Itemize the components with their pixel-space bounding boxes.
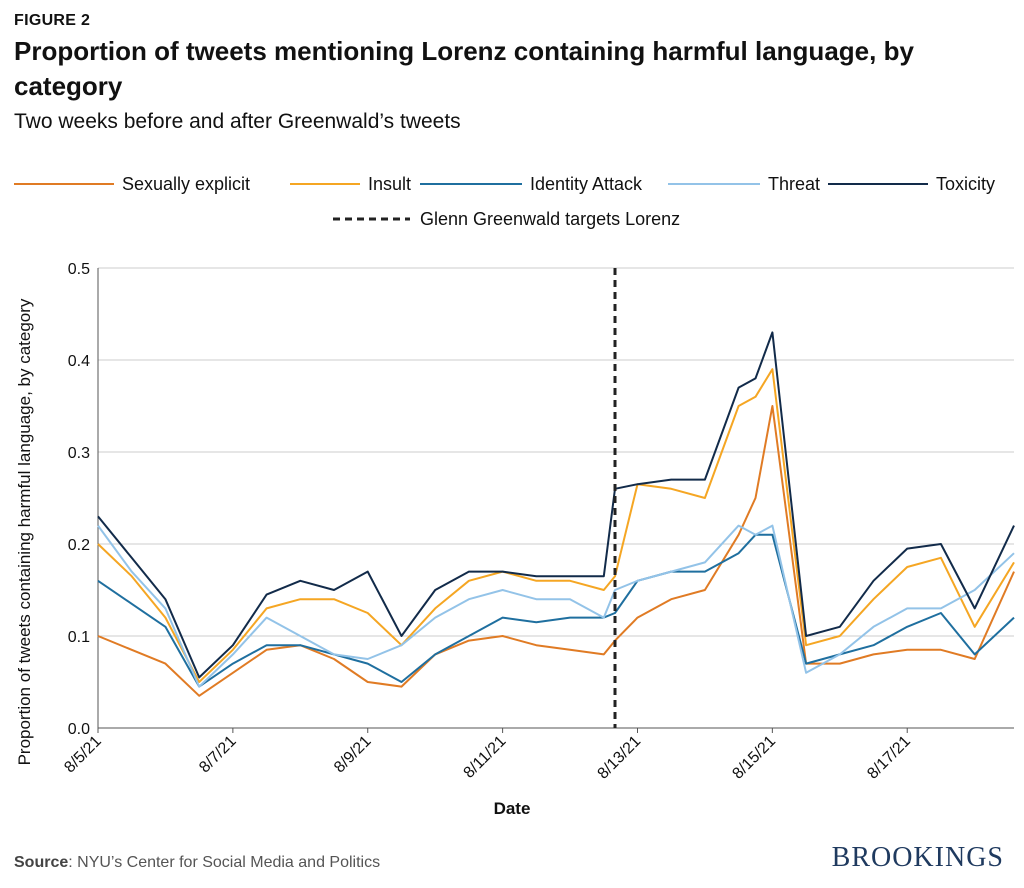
series-line-toxicity [97,331,1015,679]
x-tick-label: 8/11/21 [461,733,510,782]
legend-label: Sexually explicit [122,174,250,194]
series-line-insult [97,368,1015,683]
y-axis-label: Proportion of tweets containing harmful … [15,298,34,765]
line-chart: Sexually explicit Insult Identity Attack Th… [14,174,1015,818]
y-tick-label: 0.1 [68,629,90,646]
legend-label: Insult [368,174,411,194]
x-tick-label: 8/5/21 [61,733,105,777]
y-tick-label: 0.3 [68,445,90,462]
chart-title: Proportion of tweets mentioning Lorenz c… [14,36,914,101]
chart-legend: Sexually explicit Insult Identity Attack Th… [14,174,995,229]
y-axis: 0.0 0.1 0.2 0.3 0.4 0.5 [68,261,99,738]
series-line-identity-attack [97,533,1015,688]
series-line-threat [97,524,1015,688]
y-tick-label: 0.0 [68,721,90,738]
series-line-sexually-explicit [97,405,1015,697]
y-tick-label: 0.5 [68,261,90,278]
legend-label: Threat [768,174,820,194]
legend-label: Toxicity [936,174,995,194]
x-tick-label: 8/7/21 [196,733,240,777]
x-axis: 8/5/21 8/7/21 8/9/21 8/11/21 8/13/21 8/15/21 8… [61,728,914,783]
x-tick-label: 8/9/21 [331,733,375,777]
x-tick-label: 8/15/21 [729,733,779,783]
legend-label-event: Glenn Greenwald targets Lorenz [420,209,680,229]
x-tick-label: 8/17/21 [864,733,914,783]
source-label: Source [14,854,69,871]
x-tick-label: 8/13/21 [595,733,645,783]
x-axis-label: Date [494,799,531,818]
figure-label: FIGURE 2 [14,12,91,29]
chart-subtitle: Two weeks before and after Greenwald’s t… [14,110,461,133]
legend-label: Identity Attack [530,174,643,194]
source-note: Source: NYU’s Center for Social Media an… [14,854,380,872]
y-tick-label: 0.4 [68,353,90,370]
chart-gridlines [98,267,1014,729]
source-text: : NYU’s Center for Social Media and Poli… [68,854,381,871]
chart-series [97,331,1015,697]
brookings-logo: BROOKINGS [831,842,1004,873]
y-tick-label: 0.2 [68,537,90,554]
